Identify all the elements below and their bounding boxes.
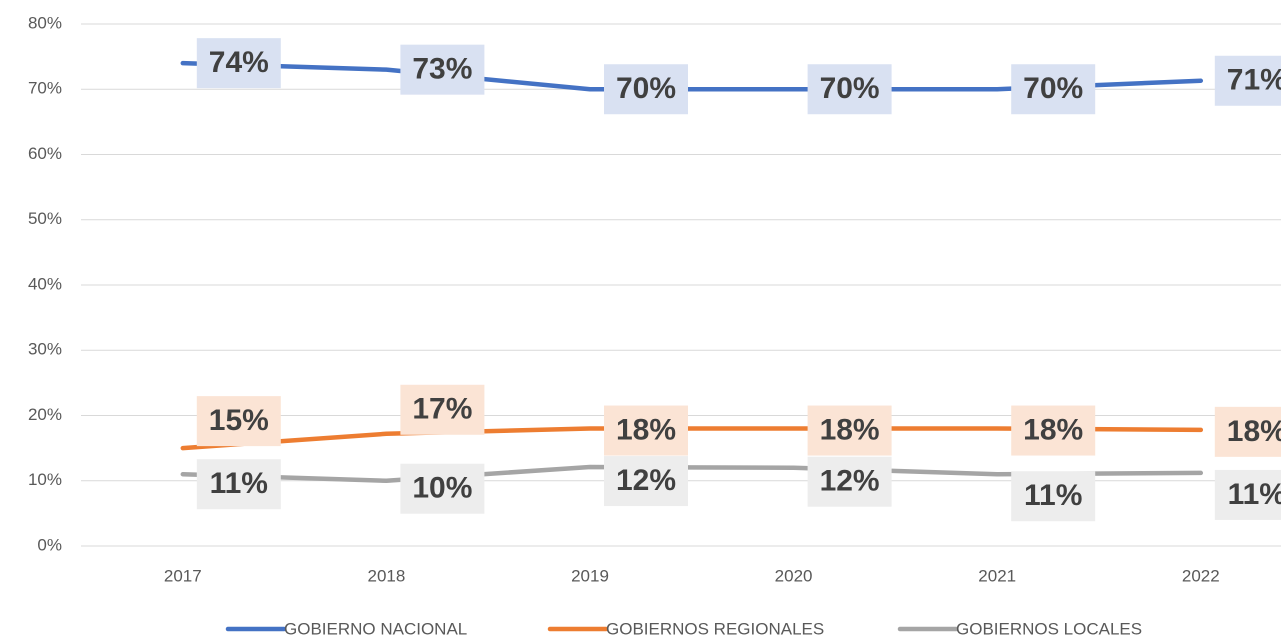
data-label-box (807, 405, 892, 456)
legend-label: GOBIERNOS LOCALES (956, 619, 1142, 638)
data-label: 11% (210, 467, 268, 500)
data-label-box (604, 64, 688, 115)
legend-label: GOBIERNOS REGIONALES (606, 619, 824, 638)
data-label-box (807, 456, 892, 507)
data-label-box (400, 463, 485, 514)
legend-label: GOBIERNO NACIONAL (284, 619, 467, 638)
data-label-box (1214, 469, 1281, 520)
data-label: 12% (820, 465, 880, 498)
data-label-box (1011, 471, 1096, 522)
data-label-box (807, 64, 892, 115)
x-tick-label: 2018 (367, 566, 405, 585)
data-label: 71% (1227, 64, 1281, 97)
x-tick-label: 2021 (978, 566, 1016, 585)
data-label: 70% (616, 72, 676, 105)
data-label: 18% (820, 413, 880, 446)
data-label: 74% (209, 46, 269, 79)
data-label: 15% (209, 404, 269, 437)
data-label-box (1214, 406, 1281, 457)
data-label-box (604, 456, 688, 507)
data-label: 11% (1024, 479, 1082, 512)
y-tick-label: 70% (28, 79, 62, 98)
y-tick-label: 20% (28, 405, 62, 424)
data-label-box (196, 396, 281, 447)
data-label: 18% (1227, 415, 1281, 448)
y-tick-label: 0% (37, 535, 62, 554)
data-label-box (1011, 405, 1096, 456)
data-label: 70% (820, 72, 880, 105)
x-tick-label: 2019 (571, 566, 609, 585)
data-label-box (196, 459, 281, 510)
y-tick-label: 60% (28, 144, 62, 163)
data-label: 18% (616, 413, 676, 446)
x-tick-label: 2020 (775, 566, 813, 585)
data-label: 10% (412, 472, 472, 505)
data-label: 12% (616, 464, 676, 497)
data-label: 18% (1023, 413, 1083, 446)
data-label-box (400, 44, 485, 95)
y-tick-label: 50% (28, 209, 62, 228)
data-label: 70% (1023, 72, 1083, 105)
y-tick-label: 30% (28, 340, 62, 359)
data-label-box (400, 384, 485, 435)
data-label-box (1011, 64, 1096, 115)
y-tick-label: 80% (28, 13, 62, 32)
data-label-box (604, 405, 688, 456)
data-label-box (196, 38, 281, 89)
data-label: 11% (1228, 478, 1281, 511)
data-label: 17% (412, 393, 472, 426)
x-tick-label: 2017 (164, 566, 202, 585)
data-label-box (1214, 55, 1281, 106)
x-tick-label: 2022 (1182, 566, 1220, 585)
data-label: 73% (412, 53, 472, 86)
y-tick-label: 40% (28, 274, 62, 293)
y-tick-label: 10% (28, 470, 62, 489)
